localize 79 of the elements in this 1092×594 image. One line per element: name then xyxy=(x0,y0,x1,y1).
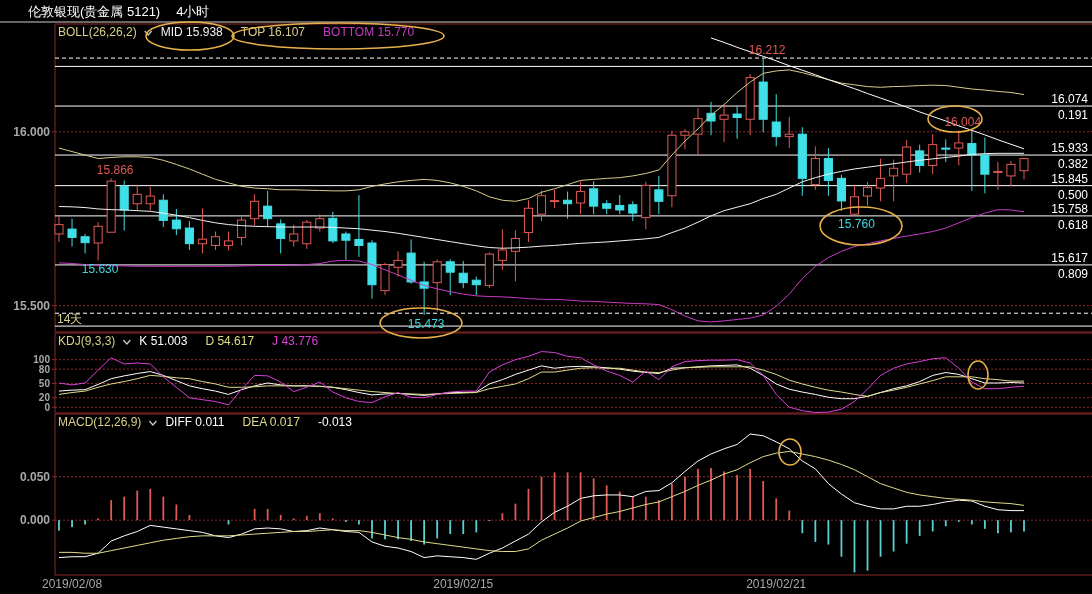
annotation: 15.630 xyxy=(81,262,119,277)
y-tick-label: 16.000 xyxy=(13,124,51,139)
text: MID 15.938 xyxy=(160,25,224,39)
candlestick xyxy=(719,104,729,143)
candlestick xyxy=(993,161,1003,191)
text: DEA 0.017 xyxy=(242,415,301,429)
candlestick xyxy=(732,105,742,140)
text: K 51.003 xyxy=(139,334,188,348)
text: D 54.617 xyxy=(205,334,255,348)
candlestick xyxy=(380,262,390,296)
candlestick xyxy=(93,221,103,261)
candlestick xyxy=(67,218,77,247)
ref-line-label: 16.074 0.191 xyxy=(1051,92,1089,123)
candlestick xyxy=(393,250,403,278)
ref-line-label: 14天 xyxy=(57,312,83,327)
candlestick xyxy=(641,181,651,230)
legend-title: MACD(12,26,9) xyxy=(58,415,142,429)
candlestick xyxy=(354,194,364,258)
candlestick xyxy=(745,73,755,136)
candlestick xyxy=(1006,160,1016,187)
y-tick-label: 50 xyxy=(38,377,51,389)
candlestick xyxy=(328,211,338,244)
legend-title: KDJ(9,3,3) xyxy=(58,334,116,348)
y-tick-label: 0 xyxy=(44,401,51,413)
candlestick xyxy=(576,180,586,215)
text: DIFF 0.011 xyxy=(165,415,225,429)
ref-line-label: 15.845 0.500 xyxy=(1051,171,1089,202)
ref-line-label: 15.758 0.618 xyxy=(1051,201,1089,232)
line-series xyxy=(58,351,1025,414)
y-tick-label: 0.050 xyxy=(19,469,51,484)
y-tick-label: 20 xyxy=(38,392,51,404)
candlestick xyxy=(510,229,520,282)
candlestick xyxy=(980,137,990,194)
annotation: 16.212 xyxy=(748,43,786,58)
y-tick-label: 0.000 xyxy=(19,513,51,528)
ref-line-label: 15.617 0.809 xyxy=(1051,250,1089,281)
candlestick xyxy=(771,93,781,147)
candlestick xyxy=(810,145,820,191)
candlestick xyxy=(119,179,129,231)
candlestick xyxy=(967,130,977,192)
x-tick-label: 2019/02/15 xyxy=(433,577,494,591)
annotation: 15.866 xyxy=(96,163,134,178)
candlestick xyxy=(667,130,677,208)
y-tick-label: 80 xyxy=(38,363,51,375)
chart-title: 伦敦银现(贵金属 5121) xyxy=(28,4,161,19)
text: J 43.776 xyxy=(272,334,319,348)
candlestick xyxy=(406,239,416,285)
text: BOTTOM 15.770 xyxy=(323,25,415,39)
candlestick xyxy=(680,128,690,150)
candlestick xyxy=(54,216,64,243)
y-tick-label: 100 xyxy=(33,354,51,366)
candlestick xyxy=(758,57,768,133)
candlestick xyxy=(497,228,507,271)
ref-line-label: 15.933 0.382 xyxy=(1051,141,1089,172)
candlestick xyxy=(823,147,833,197)
candlestick xyxy=(445,258,455,296)
candlestick xyxy=(197,207,207,254)
candlestick xyxy=(784,116,794,149)
line-series xyxy=(58,69,1025,202)
annotation: -0.013 xyxy=(317,415,353,429)
x-tick-label: 2019/02/21 xyxy=(746,577,807,591)
candlestick xyxy=(523,199,533,243)
x-tick-label: 2019/02/08 xyxy=(42,577,103,591)
chart-subtitle: 4小时 xyxy=(176,4,210,19)
candlestick xyxy=(341,231,351,261)
candlestick xyxy=(471,276,481,296)
candlestick xyxy=(693,107,703,156)
y-tick-label: 15.500 xyxy=(13,298,51,313)
candlestick xyxy=(367,239,377,300)
legend-title: BOLL(26,26,2) xyxy=(58,25,137,39)
annotation: 15.760 xyxy=(838,217,876,232)
candlestick xyxy=(797,126,807,197)
candlestick xyxy=(432,258,442,312)
candlestick xyxy=(654,175,664,215)
candlestick xyxy=(80,233,90,254)
candlestick xyxy=(250,193,260,227)
candlestick xyxy=(876,158,886,202)
annotation: 16.004 xyxy=(944,115,982,130)
text: TOP 16.107 xyxy=(240,25,306,39)
